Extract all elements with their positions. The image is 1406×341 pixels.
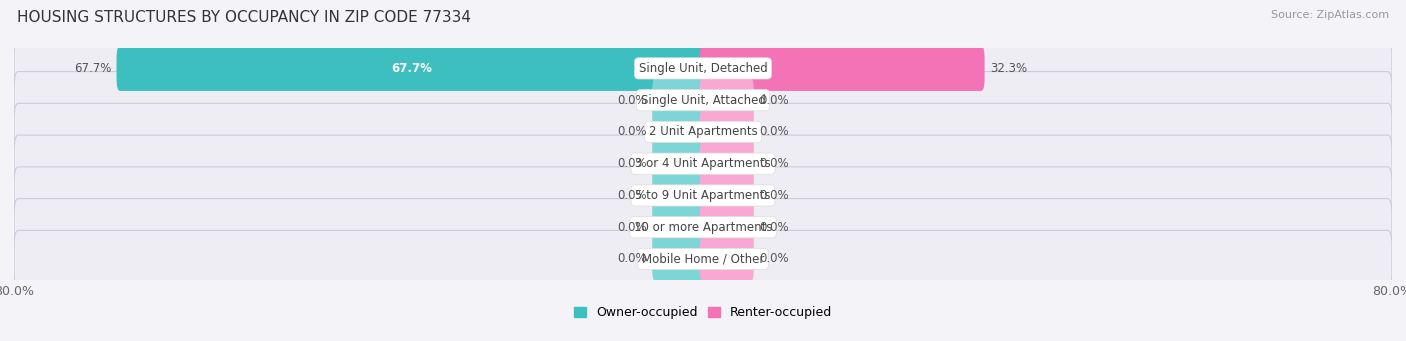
Text: 0.0%: 0.0% — [617, 252, 647, 266]
FancyBboxPatch shape — [700, 236, 754, 282]
FancyBboxPatch shape — [652, 173, 706, 218]
Text: 0.0%: 0.0% — [759, 189, 789, 202]
FancyBboxPatch shape — [700, 173, 754, 218]
Text: 0.0%: 0.0% — [759, 157, 789, 170]
FancyBboxPatch shape — [652, 78, 706, 123]
FancyBboxPatch shape — [652, 205, 706, 250]
FancyBboxPatch shape — [700, 78, 754, 123]
Text: 32.3%: 32.3% — [990, 62, 1026, 75]
Text: Mobile Home / Other: Mobile Home / Other — [641, 252, 765, 266]
Text: 0.0%: 0.0% — [617, 125, 647, 138]
Legend: Owner-occupied, Renter-occupied: Owner-occupied, Renter-occupied — [568, 301, 838, 324]
FancyBboxPatch shape — [14, 135, 1392, 192]
Text: 67.7%: 67.7% — [75, 62, 111, 75]
FancyBboxPatch shape — [652, 141, 706, 186]
FancyBboxPatch shape — [14, 40, 1392, 97]
Text: Single Unit, Detached: Single Unit, Detached — [638, 62, 768, 75]
FancyBboxPatch shape — [652, 109, 706, 154]
Text: 10 or more Apartments: 10 or more Apartments — [634, 221, 772, 234]
FancyBboxPatch shape — [14, 72, 1392, 129]
FancyBboxPatch shape — [700, 109, 754, 154]
Text: 0.0%: 0.0% — [759, 221, 789, 234]
Text: 2 Unit Apartments: 2 Unit Apartments — [648, 125, 758, 138]
FancyBboxPatch shape — [700, 141, 754, 186]
Text: 67.7%: 67.7% — [391, 62, 432, 75]
Text: 5 to 9 Unit Apartments: 5 to 9 Unit Apartments — [636, 189, 770, 202]
Text: 0.0%: 0.0% — [617, 189, 647, 202]
FancyBboxPatch shape — [14, 103, 1392, 161]
Text: 0.0%: 0.0% — [617, 157, 647, 170]
FancyBboxPatch shape — [14, 198, 1392, 256]
Text: HOUSING STRUCTURES BY OCCUPANCY IN ZIP CODE 77334: HOUSING STRUCTURES BY OCCUPANCY IN ZIP C… — [17, 10, 471, 25]
Text: 0.0%: 0.0% — [617, 221, 647, 234]
Text: Single Unit, Attached: Single Unit, Attached — [641, 94, 765, 107]
FancyBboxPatch shape — [700, 46, 984, 91]
Text: 3 or 4 Unit Apartments: 3 or 4 Unit Apartments — [636, 157, 770, 170]
FancyBboxPatch shape — [14, 167, 1392, 224]
Text: 0.0%: 0.0% — [759, 125, 789, 138]
FancyBboxPatch shape — [117, 46, 706, 91]
Text: Source: ZipAtlas.com: Source: ZipAtlas.com — [1271, 10, 1389, 20]
FancyBboxPatch shape — [652, 236, 706, 282]
FancyBboxPatch shape — [14, 231, 1392, 287]
Text: 0.0%: 0.0% — [759, 94, 789, 107]
Text: 0.0%: 0.0% — [759, 252, 789, 266]
Text: 0.0%: 0.0% — [617, 94, 647, 107]
FancyBboxPatch shape — [700, 205, 754, 250]
